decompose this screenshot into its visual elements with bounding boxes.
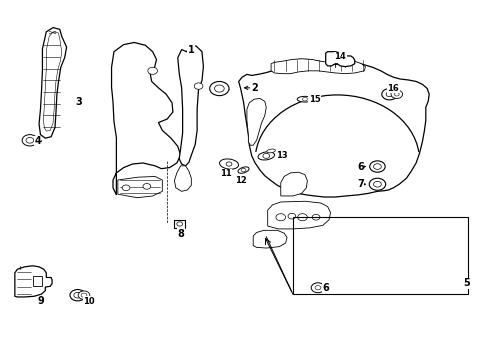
Circle shape: [225, 162, 231, 166]
Circle shape: [81, 293, 87, 297]
Polygon shape: [118, 176, 162, 198]
Ellipse shape: [219, 159, 238, 169]
Circle shape: [314, 285, 320, 290]
Text: 12: 12: [234, 176, 246, 185]
Circle shape: [275, 214, 285, 221]
Text: 9: 9: [37, 296, 44, 306]
Ellipse shape: [297, 96, 312, 102]
Polygon shape: [238, 59, 428, 197]
Circle shape: [147, 67, 157, 75]
Polygon shape: [39, 28, 66, 138]
Ellipse shape: [266, 149, 275, 153]
Text: 1: 1: [187, 45, 194, 55]
Text: 2: 2: [250, 83, 257, 93]
Circle shape: [263, 153, 269, 158]
Circle shape: [310, 283, 324, 293]
Polygon shape: [15, 266, 52, 297]
Circle shape: [381, 89, 396, 100]
Text: 6: 6: [356, 162, 363, 171]
Ellipse shape: [258, 152, 274, 160]
Circle shape: [22, 135, 38, 146]
Polygon shape: [111, 42, 180, 195]
Circle shape: [297, 214, 307, 221]
Text: 16: 16: [386, 84, 399, 93]
Text: 14: 14: [334, 52, 346, 61]
Circle shape: [311, 215, 319, 220]
Polygon shape: [253, 230, 286, 248]
Text: 8: 8: [177, 229, 184, 239]
Circle shape: [373, 181, 381, 187]
Circle shape: [142, 184, 150, 189]
Bar: [174, 220, 184, 228]
Circle shape: [122, 185, 130, 191]
Polygon shape: [246, 99, 265, 145]
Circle shape: [194, 83, 203, 89]
Circle shape: [368, 178, 385, 190]
Text: 15: 15: [308, 95, 320, 104]
Text: 10: 10: [83, 297, 95, 306]
Polygon shape: [270, 59, 365, 74]
Circle shape: [241, 168, 245, 172]
Text: 4: 4: [34, 136, 41, 146]
Circle shape: [26, 138, 34, 143]
Circle shape: [373, 164, 381, 169]
Circle shape: [214, 85, 224, 92]
Circle shape: [177, 222, 182, 226]
Text: 7: 7: [356, 179, 363, 189]
Circle shape: [390, 90, 402, 99]
Circle shape: [302, 98, 307, 101]
Circle shape: [393, 93, 398, 96]
Circle shape: [74, 292, 81, 298]
Ellipse shape: [238, 167, 248, 173]
Polygon shape: [325, 52, 354, 67]
Circle shape: [386, 92, 392, 97]
Text: 3: 3: [76, 97, 82, 107]
Text: 5: 5: [463, 279, 469, 288]
Polygon shape: [178, 46, 203, 166]
Circle shape: [287, 213, 295, 219]
Circle shape: [209, 81, 228, 96]
Circle shape: [78, 291, 90, 300]
Circle shape: [70, 289, 85, 301]
Bar: [33, 276, 42, 286]
Polygon shape: [267, 201, 330, 229]
Text: 6: 6: [322, 283, 328, 293]
Polygon shape: [280, 172, 307, 196]
Circle shape: [369, 161, 385, 172]
Text: 11: 11: [220, 169, 231, 178]
Polygon shape: [174, 166, 191, 192]
Text: 13: 13: [276, 152, 287, 161]
Bar: [292, 217, 467, 294]
